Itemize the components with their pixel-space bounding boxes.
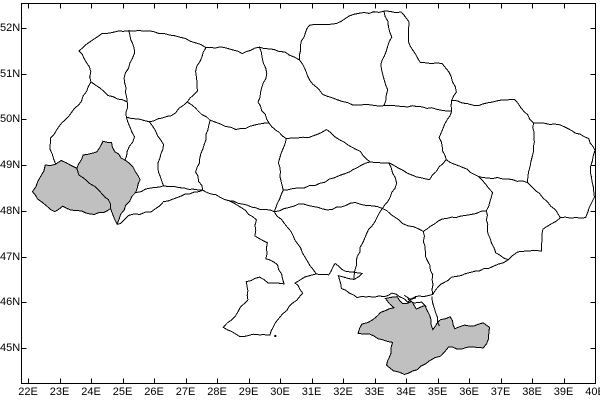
country-outline-ukraine — [31, 10, 596, 337]
oblast-border-volyn-rivne — [123, 30, 136, 103]
axes-box — [21, 3, 596, 384]
oblast-border-cherkasy-poltava — [326, 129, 371, 163]
x-tick-label-29E: 29E — [238, 386, 259, 398]
oblast-border-poltava-dnipro — [370, 159, 447, 181]
oblast-border-kharkiv-dnipro — [445, 159, 479, 177]
oblast-border-donetsk-luhansk — [526, 182, 561, 218]
x-tick-label-30E: 30E — [270, 386, 290, 398]
oblast-border-chernihiv-sumy — [380, 10, 393, 106]
sivash-lagoon-2 — [404, 294, 417, 301]
axis-ticks — [21, 3, 596, 384]
oblast-border-dnipro-donetsk — [478, 176, 494, 212]
x-tick-label-22E: 22E — [18, 386, 38, 398]
oblast-border-donetsk-zaporizhzhia — [485, 210, 509, 261]
oblast-border-vinnytsia-cherkasy — [273, 138, 287, 212]
oblast-border-kirovohrad-mykolaiv — [274, 202, 383, 213]
oblast-border-sumy-kharkiv — [450, 100, 453, 112]
y-tick-label-49N: 49N — [0, 159, 21, 172]
oblast-border-lviv-volyn — [90, 81, 128, 103]
arabat-spit — [431, 296, 440, 327]
small-island-dot — [274, 335, 277, 337]
x-tick-label-33E: 33E — [364, 386, 385, 398]
shaded-region-crimea — [357, 296, 491, 375]
sivash-lagoon-1 — [407, 298, 427, 308]
oblast-border-poltava-kharkiv — [438, 111, 453, 160]
oblast-border-vinnytsia-odesa — [228, 200, 275, 213]
x-tick-label-32E: 32E — [333, 386, 353, 398]
x-tick-label-39E: 39E — [553, 386, 574, 398]
oblast-border-kherson-zaporizhzhia — [422, 231, 434, 295]
oblast-border-dnipro-zaporizhzhia — [423, 210, 487, 232]
oblast-border-rivne-south — [125, 101, 188, 123]
oblast-border-khmelnytskyi-vinnytsia — [195, 120, 211, 191]
x-tick-label-40E: 40E — [585, 386, 600, 398]
x-tick-label-27E: 27E — [175, 386, 196, 398]
y-tick-label-46N: 46N — [0, 296, 21, 309]
oblast-border-zhytomyr-kyiv — [257, 47, 270, 124]
x-tick-label-37E: 37E — [490, 386, 511, 398]
oblast-border-cherkasy-kirovohrad — [283, 161, 371, 191]
oblast-border-kirovohrad-dnipro — [381, 162, 398, 209]
oblast-border-chernihiv-kyiv — [299, 59, 384, 107]
oblast-border-ternopil-khmelnytskyi — [148, 121, 165, 186]
x-tick-label-34E: 34E — [396, 386, 416, 398]
y-tick-label-48N: 48N — [0, 204, 21, 217]
oblast-border-chernivtsi-north — [135, 185, 203, 193]
x-tick-label-28E: 28E — [207, 386, 227, 398]
oblast-border-zhytomyr-south — [186, 101, 270, 131]
oblast-border-mykolaiv-odesa — [273, 211, 317, 275]
x-tick-label-23E: 23E — [49, 386, 70, 398]
oblast-border-sumy-poltava — [383, 104, 452, 112]
x-tick-label-26E: 26E — [144, 386, 164, 398]
x-tick-label-24E: 24E — [81, 386, 101, 398]
oblast-border-kharkiv-luhansk — [526, 123, 535, 183]
oblast-border-mykolaiv-kherson — [353, 208, 383, 280]
oblast-border-kyiv-cherkasy — [268, 122, 327, 140]
oblast-border-lviv-ternopil — [124, 116, 136, 161]
oblast-border-rivne-zhytomyr — [186, 47, 207, 103]
x-tick-label-31E: 31E — [301, 386, 322, 398]
x-tick-label-25E: 25E — [112, 386, 133, 398]
x-tick-label-36E: 36E — [459, 386, 479, 398]
shaded-region-ivano-frankivsk — [76, 140, 141, 226]
y-tick-label-47N: 47N — [0, 250, 21, 263]
oblast-border-kharkiv-donetsk — [478, 176, 528, 183]
y-tick-label-52N: 52N — [0, 22, 21, 34]
y-tick-label-51N: 51N — [0, 67, 21, 80]
x-tick-label-38E: 38E — [522, 386, 542, 398]
y-tick-label-45N: 45N — [0, 341, 21, 354]
y-tick-label-50N: 50N — [0, 113, 21, 126]
x-tick-label-35E: 35E — [427, 386, 448, 398]
oblast-border-dnipro-kherson — [382, 208, 424, 232]
